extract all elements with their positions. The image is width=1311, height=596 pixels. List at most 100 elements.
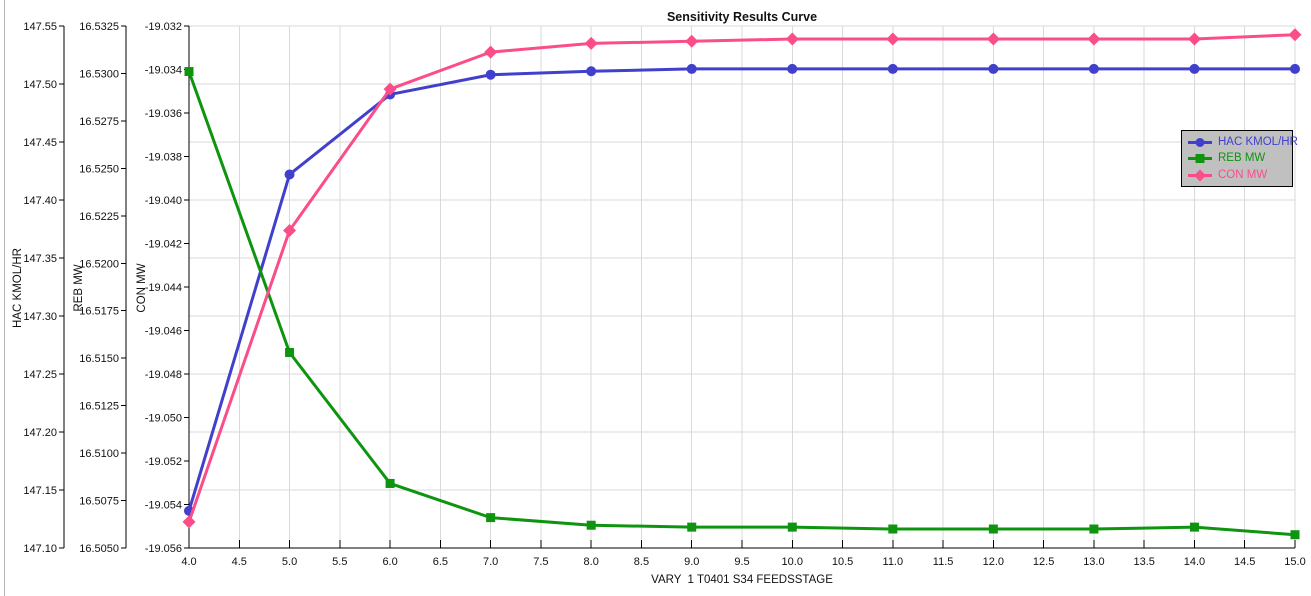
y-tick-label: 16.5325	[79, 21, 119, 33]
data-point-diamond	[1087, 32, 1101, 46]
legend-item-reb: REB MW	[1187, 152, 1287, 165]
legend-label-reb: REB MW	[1218, 152, 1266, 164]
legend-item-hac: HAC KMOL/HR	[1187, 136, 1298, 149]
y-tick-label: -19.050	[145, 413, 182, 425]
x-tick-label: 5.0	[282, 556, 297, 568]
y-tick-label: 16.5275	[79, 116, 119, 128]
x-tick-label: 10.5	[832, 556, 853, 568]
y-tick-label: 16.5300	[79, 68, 119, 80]
x-tick-label: 9.0	[684, 556, 699, 568]
y-tick-label: 16.5125	[79, 401, 119, 413]
x-tick-label: 5.5	[332, 556, 347, 568]
legend-item-con: CON MW	[1187, 169, 1287, 182]
data-point-square	[687, 522, 697, 532]
data-point-square	[787, 522, 797, 532]
x-tick-label: 12.5	[1033, 556, 1054, 568]
x-tick-label: 14.0	[1184, 556, 1205, 568]
y-tick-label: 147.40	[23, 195, 57, 207]
x-tick-label: 9.5	[734, 556, 749, 568]
data-point-diamond	[182, 515, 196, 529]
x-tick-label: 4.5	[232, 556, 247, 568]
data-point-circle	[1088, 63, 1099, 74]
data-point-square	[486, 513, 496, 523]
y-tick-label: -19.052	[145, 456, 182, 468]
data-point-square	[385, 478, 395, 488]
data-point-diamond	[383, 82, 397, 96]
y-tick-label: -19.042	[145, 239, 182, 251]
data-point-diamond	[986, 32, 1000, 46]
data-point-square	[184, 67, 194, 77]
data-point-circle	[787, 63, 798, 74]
x-tick-label: 6.0	[382, 556, 397, 568]
y-tick-label: 16.5100	[79, 448, 119, 460]
legend-marker-diamond-icon	[1188, 169, 1212, 181]
y-tick-label: -19.034	[145, 65, 182, 77]
x-tick-label: 11.5	[933, 556, 954, 568]
data-point-square	[1290, 530, 1300, 540]
y-tick-label: 16.5150	[79, 353, 119, 365]
data-point-diamond	[484, 45, 498, 59]
legend-marker-circle-icon	[1188, 137, 1212, 147]
data-point-square	[586, 520, 596, 530]
data-point-circle	[686, 63, 697, 74]
y-tick-label: 147.50	[23, 79, 57, 91]
panel-divider	[4, 0, 5, 596]
x-tick-label: 14.5	[1234, 556, 1255, 568]
y-tick-label: 147.20	[23, 427, 57, 439]
legend-marker-square-icon	[1188, 154, 1212, 163]
x-tick-label: 7.5	[533, 556, 548, 568]
y-tick-label: 147.55	[23, 21, 57, 33]
y-tick-label: 16.5075	[79, 496, 119, 508]
x-tick-label: 12.0	[983, 556, 1004, 568]
data-point-diamond	[785, 32, 799, 46]
series-line-circle	[187, 67, 1297, 513]
data-point-circle	[1290, 63, 1300, 74]
data-point-diamond	[584, 36, 598, 50]
x-axis: 4.0 4.5 5.0 5.5 6.0 6.5 7.0 7.5 8.0 8.5 9.0 9.5 10.0…	[181, 540, 1306, 568]
legend[interactable]: HAC KMOL/HR REB MW CON MW	[1181, 130, 1298, 187]
data-point-diamond	[886, 32, 900, 46]
x-axis-title: VARY 1 T0401 S34 FEEDSSTAGE	[651, 574, 833, 586]
x-tick-label: 7.0	[483, 556, 498, 568]
x-tick-label: 10.0	[782, 556, 803, 568]
series-line-diamond	[187, 33, 1297, 524]
x-tick-label: 15.0	[1284, 556, 1305, 568]
x-tick-label: 8.5	[634, 556, 649, 568]
y-tick-label: 147.15	[23, 485, 57, 497]
x-tick-label: 8.0	[584, 556, 599, 568]
series-line-square	[187, 70, 1297, 537]
data-point-circle	[887, 63, 898, 74]
y-axis-1: 16.5050 16.5075 16.5100 16.5125 16.5150 16.51…	[79, 21, 127, 555]
x-tick-label: 11.0	[883, 556, 904, 568]
data-point-circle	[988, 63, 999, 74]
data-point-square	[1089, 524, 1099, 534]
data-point-diamond	[1288, 28, 1302, 42]
y-tick-label: -19.044	[145, 282, 182, 294]
y-tick-label: -19.054	[145, 500, 182, 512]
y-tick-label: 16.5250	[79, 163, 119, 175]
data-point-square	[988, 524, 998, 534]
y-tick-label: 147.30	[23, 311, 57, 323]
data-point-square	[1189, 522, 1199, 532]
legend-label-hac: HAC KMOL/HR	[1218, 135, 1298, 148]
y-axis-0: 147.10 147.15 147.20 147.25 147.30 147.35 147.…	[23, 21, 65, 555]
data-point-circle	[1189, 63, 1200, 74]
y-tick-label: -19.038	[145, 152, 182, 164]
grid-layer	[189, 25, 1296, 548]
y-tick-label: 147.45	[23, 137, 57, 149]
y-axis-title-reb: REB MW	[73, 264, 85, 311]
y-tick-label: -19.032	[145, 21, 182, 33]
chart-title: Sensitivity Results Curve	[667, 10, 817, 24]
x-tick-label: 13.5	[1133, 556, 1154, 568]
data-point-diamond	[283, 223, 297, 237]
y-axis-title-hac: HAC KMOL/HR	[12, 248, 24, 328]
y-tick-label: 16.5050	[79, 543, 119, 555]
y-tick-label: 147.35	[23, 253, 57, 265]
y-axis-2: -19.056 -19.054 -19.052 -19.050 -19.048 -19.0…	[145, 21, 190, 555]
y-tick-label: -19.040	[145, 195, 182, 207]
series-layer	[182, 28, 1302, 540]
data-point-circle	[485, 69, 496, 80]
y-tick-label: -19.056	[145, 543, 182, 555]
